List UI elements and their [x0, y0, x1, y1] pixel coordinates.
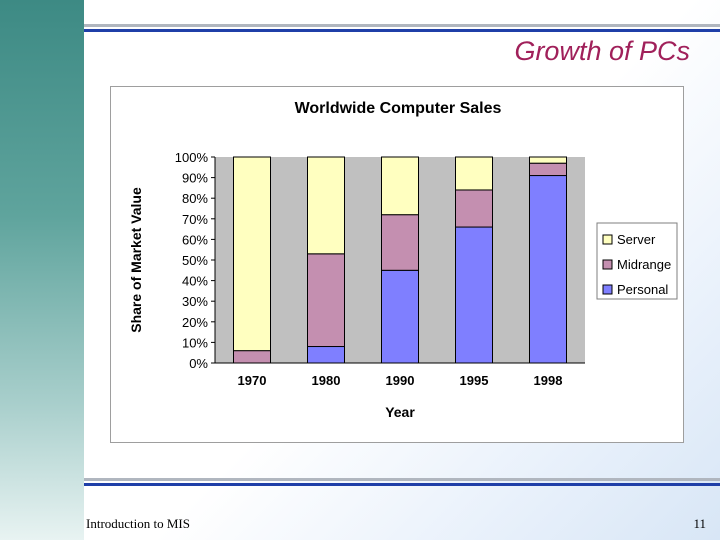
bar-midrange-1995 [455, 189, 493, 228]
bar-server-1970 [233, 156, 271, 352]
y-tick-label: 80% [182, 191, 208, 206]
y-tick-label: 90% [182, 171, 208, 186]
bar-server-1995 [455, 156, 493, 191]
legend-swatch-server [602, 234, 613, 245]
bottom-divider-blue [84, 483, 720, 486]
top-divider-blue [84, 29, 720, 32]
bar-server-1990 [381, 156, 419, 216]
stacked-bar-chart: Worldwide Computer Sales 0% 10% 20% 30% 40% 50… [128, 100, 678, 420]
legend-swatch-personal [602, 284, 613, 295]
x-axis-label: Year [385, 404, 415, 420]
legend-swatch-midrange [602, 259, 613, 270]
y-tick-label: 60% [182, 232, 208, 247]
bar-midrange-1980 [307, 253, 345, 348]
slide-title: Growth of PCs [514, 36, 690, 66]
bar-personal-1998 [529, 175, 567, 364]
y-tick-label: 70% [182, 212, 208, 227]
x-tick-label: 1998 [534, 373, 563, 388]
chart-frame: Worldwide Computer Sales 0% 10% 20% 30% 40% 50… [110, 86, 684, 443]
y-tick-label: 20% [182, 315, 208, 330]
footer-course-name: Introduction to MIS [86, 516, 190, 531]
y-tick-label: 100% [175, 150, 209, 165]
y-axis-label: Share of Market Value [128, 187, 144, 333]
y-tick-label: 50% [182, 253, 208, 268]
x-tick-label: 1995 [460, 373, 489, 388]
bar-midrange-1998 [529, 162, 567, 177]
top-divider-gray [84, 24, 720, 27]
bar-midrange-1990 [381, 214, 419, 271]
bar-personal-1980 [307, 346, 345, 364]
bottom-divider-gray [84, 478, 720, 481]
bar-midrange-1970 [233, 350, 271, 364]
y-tick-label: 30% [182, 294, 208, 309]
page-number: 11 [693, 516, 706, 531]
bar-personal-1990 [381, 269, 419, 364]
x-tick-label: 1980 [312, 373, 341, 388]
y-tick-label: 0% [189, 356, 208, 371]
x-tick-label: 1970 [238, 373, 267, 388]
bar-personal-1995 [455, 226, 493, 364]
y-tick-label: 40% [182, 274, 208, 289]
x-tick-label: 1990 [386, 373, 415, 388]
bar-server-1998 [529, 156, 567, 164]
legend-label-personal: Personal [617, 282, 668, 297]
bar-server-1980 [307, 156, 345, 255]
legend-label-server: Server [617, 232, 656, 247]
left-accent-bar [0, 0, 84, 540]
chart-title: Worldwide Computer Sales [295, 100, 502, 117]
legend-label-midrange: Midrange [617, 257, 671, 272]
y-tick-label: 10% [182, 335, 208, 350]
